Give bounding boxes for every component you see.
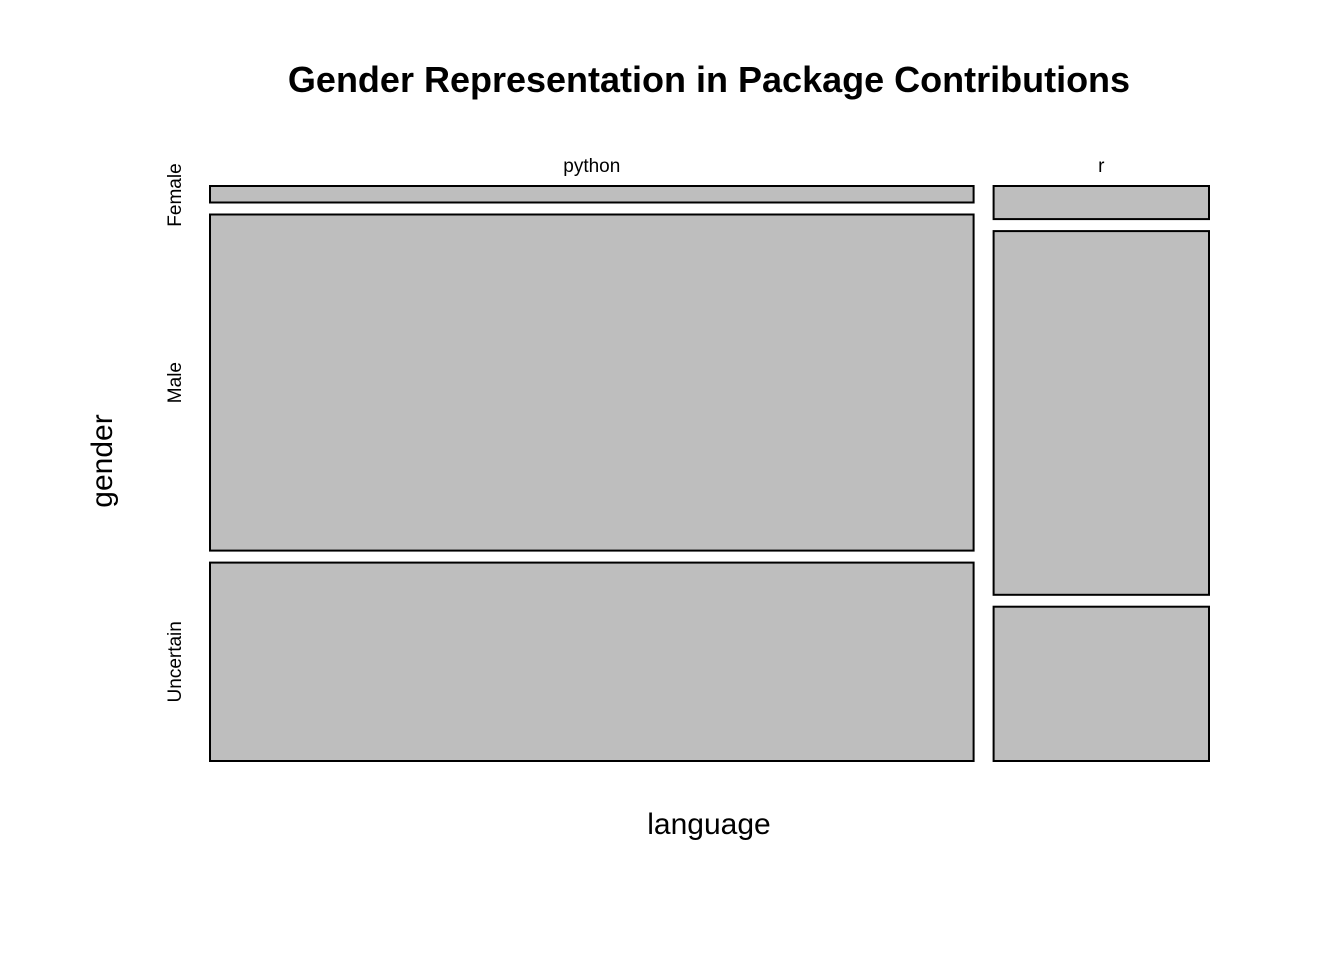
y-axis-label: gender <box>86 414 119 507</box>
tile-python-male <box>209 213 975 552</box>
x-tick-r: r <box>1098 156 1105 177</box>
x-tick-python: python <box>563 156 620 177</box>
x-tick-labels: python r <box>563 156 1105 177</box>
y-tick-labels: Female Male Uncertain <box>165 163 186 702</box>
tile-r-male <box>992 230 1210 596</box>
tile-python-uncertain <box>209 561 975 762</box>
chart-title: Gender Representation in Package Contrib… <box>288 59 1130 100</box>
tile-python-female <box>209 185 975 204</box>
x-axis-label: language <box>647 808 770 841</box>
y-tick-female: Female <box>165 163 186 226</box>
mosaic-tiles <box>209 185 1210 763</box>
y-tick-male: Male <box>165 362 186 403</box>
tile-r-uncertain <box>992 605 1210 763</box>
y-tick-uncertain: Uncertain <box>165 621 186 702</box>
tile-r-female <box>992 185 1210 221</box>
